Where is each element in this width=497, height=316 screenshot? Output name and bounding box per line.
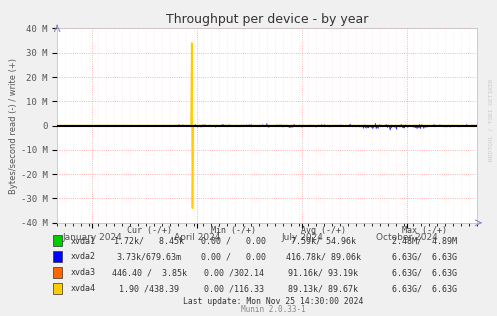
Text: Min (-/+): Min (-/+): [211, 226, 256, 235]
Text: 1.90 /438.39: 1.90 /438.39: [119, 284, 179, 293]
Text: 6.63G/  6.63G: 6.63G/ 6.63G: [393, 268, 457, 277]
Text: 416.78k/ 89.06k: 416.78k/ 89.06k: [286, 252, 360, 261]
Text: 6.63G/  6.63G: 6.63G/ 6.63G: [393, 252, 457, 261]
Text: 446.40 /  3.85k: 446.40 / 3.85k: [112, 268, 186, 277]
Text: Max (-/+): Max (-/+): [403, 226, 447, 235]
Text: 0.00 /302.14: 0.00 /302.14: [204, 268, 263, 277]
Text: Last update: Mon Nov 25 14:30:00 2024: Last update: Mon Nov 25 14:30:00 2024: [183, 297, 363, 306]
Text: 91.16k/ 93.19k: 91.16k/ 93.19k: [288, 268, 358, 277]
Text: 0.00 /   0.00: 0.00 / 0.00: [201, 252, 266, 261]
Text: xvda1: xvda1: [71, 237, 95, 246]
Text: xvda2: xvda2: [71, 252, 95, 261]
Text: 7.59k/ 54.96k: 7.59k/ 54.96k: [291, 237, 355, 246]
Text: xvda3: xvda3: [71, 268, 95, 277]
Text: 6.63G/  6.63G: 6.63G/ 6.63G: [393, 284, 457, 293]
Text: Munin 2.0.33-1: Munin 2.0.33-1: [241, 306, 306, 314]
Text: 0.00 /116.33: 0.00 /116.33: [204, 284, 263, 293]
Text: 3.73k/679.63m: 3.73k/679.63m: [117, 252, 181, 261]
Text: RRDTOOL / TOBI OETIKER: RRDTOOL / TOBI OETIKER: [488, 79, 493, 161]
Text: 89.13k/ 89.67k: 89.13k/ 89.67k: [288, 284, 358, 293]
Text: 1.72k/   8.45k: 1.72k/ 8.45k: [114, 237, 184, 246]
Text: 0.00 /   0.00: 0.00 / 0.00: [201, 237, 266, 246]
Text: Avg (-/+): Avg (-/+): [301, 226, 345, 235]
Text: xvda4: xvda4: [71, 284, 95, 293]
Text: 2.48M/  4.89M: 2.48M/ 4.89M: [393, 237, 457, 246]
Text: Cur (-/+): Cur (-/+): [127, 226, 171, 235]
Title: Throughput per device - by year: Throughput per device - by year: [166, 13, 368, 26]
Y-axis label: Bytes/second read (-) / write (+): Bytes/second read (-) / write (+): [9, 58, 18, 194]
